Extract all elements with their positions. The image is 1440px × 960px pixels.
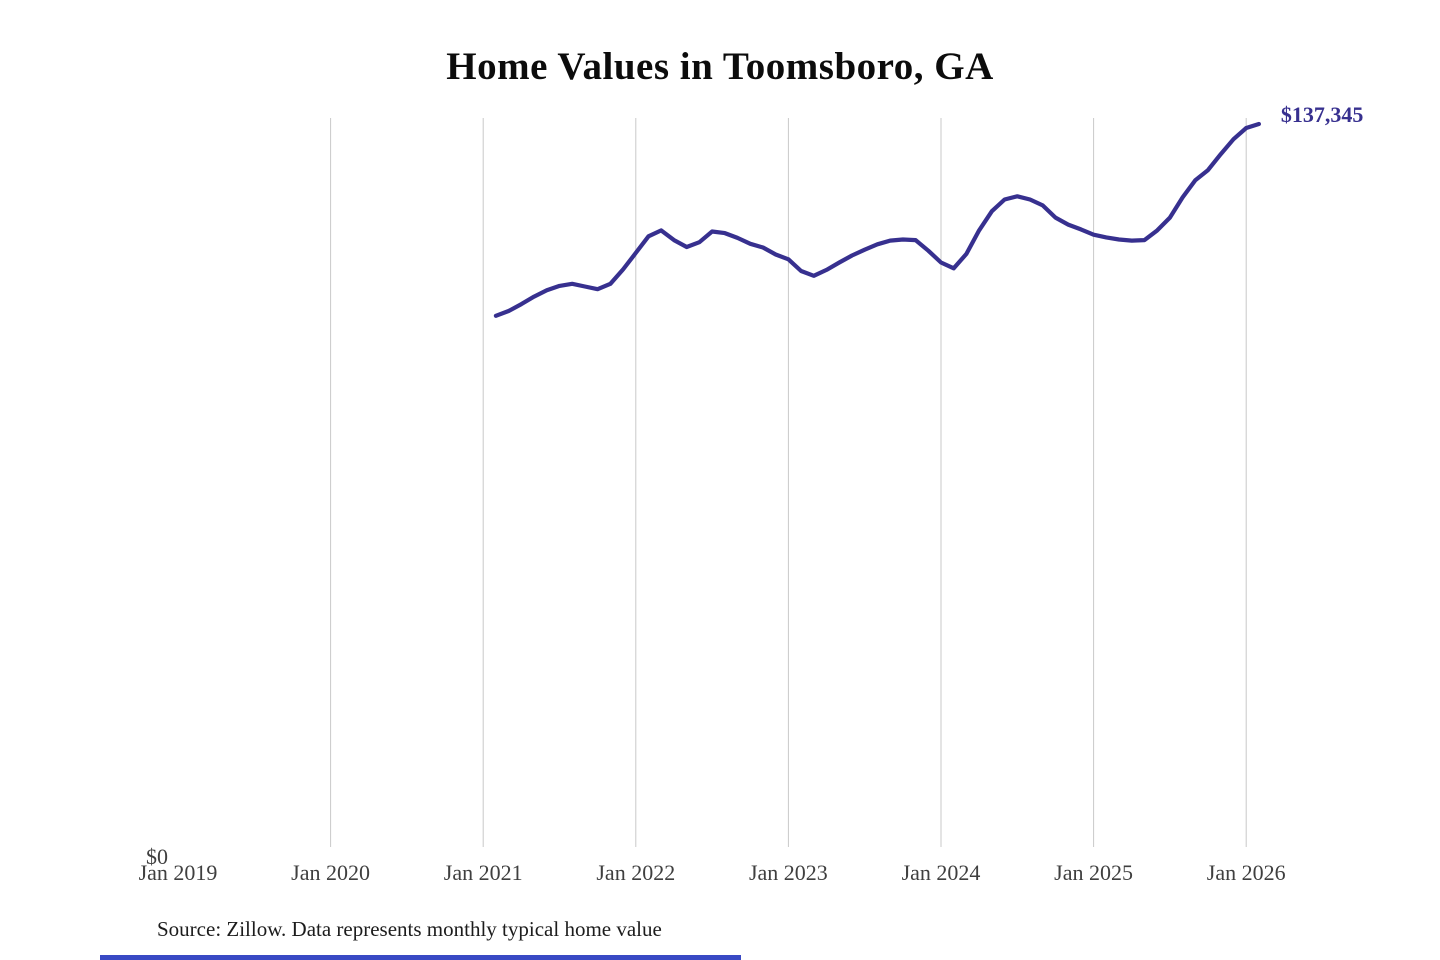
- latest-value-label: $137,345: [1280, 102, 1364, 127]
- bottom-cropped-bar: [100, 955, 741, 960]
- x-tick-label: Jan 2023: [749, 860, 828, 885]
- value-line: [493, 121, 1262, 318]
- x-tick-label: Jan 2019: [139, 860, 218, 885]
- x-tick-label: Jan 2026: [1207, 860, 1286, 885]
- x-tick-label: Jan 2020: [291, 860, 370, 885]
- chart-title: Home Values in Toomsboro, GA: [446, 45, 994, 88]
- source-note: Source: Zillow. Data represents monthly …: [157, 917, 662, 941]
- y-zero-label: $0: [146, 844, 168, 869]
- x-tick-label: Jan 2025: [1054, 860, 1133, 885]
- x-tick-label: Jan 2024: [902, 860, 981, 885]
- x-tick-label: Jan 2021: [444, 860, 523, 885]
- x-tick-label: Jan 2022: [596, 860, 675, 885]
